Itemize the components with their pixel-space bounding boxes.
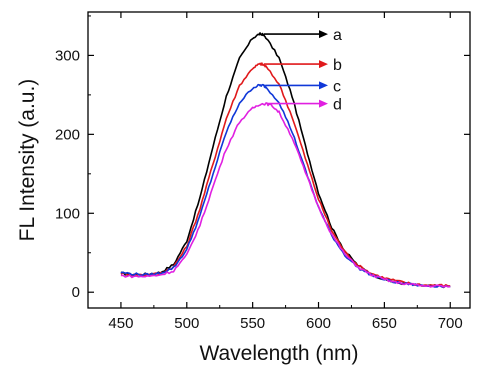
y-tick-label: 100 — [55, 205, 80, 222]
y-tick-label: 300 — [55, 47, 80, 64]
y-axis-title: FL Intensity (a.u.) — [16, 79, 39, 242]
x-tick-label: 550 — [240, 315, 265, 332]
x-tick-label: 700 — [438, 315, 463, 332]
x-tick-label: 450 — [108, 315, 133, 332]
x-tick-label: 500 — [174, 315, 199, 332]
legend-label-d: d — [333, 97, 342, 114]
x-tick-label: 650 — [372, 315, 397, 332]
series-lines — [120, 32, 451, 289]
legend-label-a: a — [333, 27, 342, 44]
legend-arrowhead-c — [319, 81, 328, 90]
legend-label-b: b — [333, 57, 342, 74]
y-tick-label: 0 — [72, 284, 80, 301]
legend-arrowhead-b — [319, 60, 328, 69]
y-tick-label: 200 — [55, 126, 80, 143]
series-line-c — [120, 83, 451, 288]
plot-frame — [87, 11, 471, 309]
legend-arrowhead-d — [319, 99, 328, 108]
series-line-a — [120, 32, 451, 289]
x-axis-title: Wavelength (nm) — [199, 342, 358, 365]
legend-arrowhead-a — [319, 30, 328, 39]
series-line-b — [120, 62, 451, 288]
x-tick-label: 600 — [306, 315, 331, 332]
series-line-d — [120, 102, 451, 288]
legend-label-c: c — [333, 78, 341, 95]
x-axis-ticks: 450 500 550 600 650 700 — [108, 12, 463, 332]
y-axis-ticks: 0 100 200 300 — [55, 15, 470, 301]
